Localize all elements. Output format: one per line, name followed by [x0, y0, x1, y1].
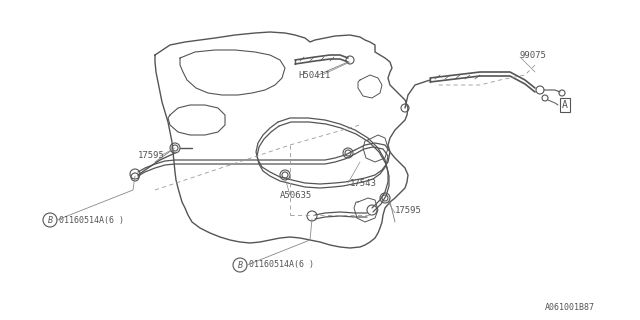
Text: H50411: H50411: [298, 70, 330, 79]
Text: A061001B87: A061001B87: [545, 303, 595, 313]
Text: 17543: 17543: [350, 179, 377, 188]
Text: 01160514A(6 ): 01160514A(6 ): [59, 215, 124, 225]
Text: 17595: 17595: [395, 205, 422, 214]
Text: A50635: A50635: [280, 190, 312, 199]
Text: 99075: 99075: [520, 51, 547, 60]
Text: B: B: [47, 215, 52, 225]
Text: 01160514A(6 ): 01160514A(6 ): [249, 260, 314, 269]
Text: A: A: [562, 100, 568, 110]
Text: 17595: 17595: [138, 150, 165, 159]
Text: B: B: [237, 260, 243, 269]
